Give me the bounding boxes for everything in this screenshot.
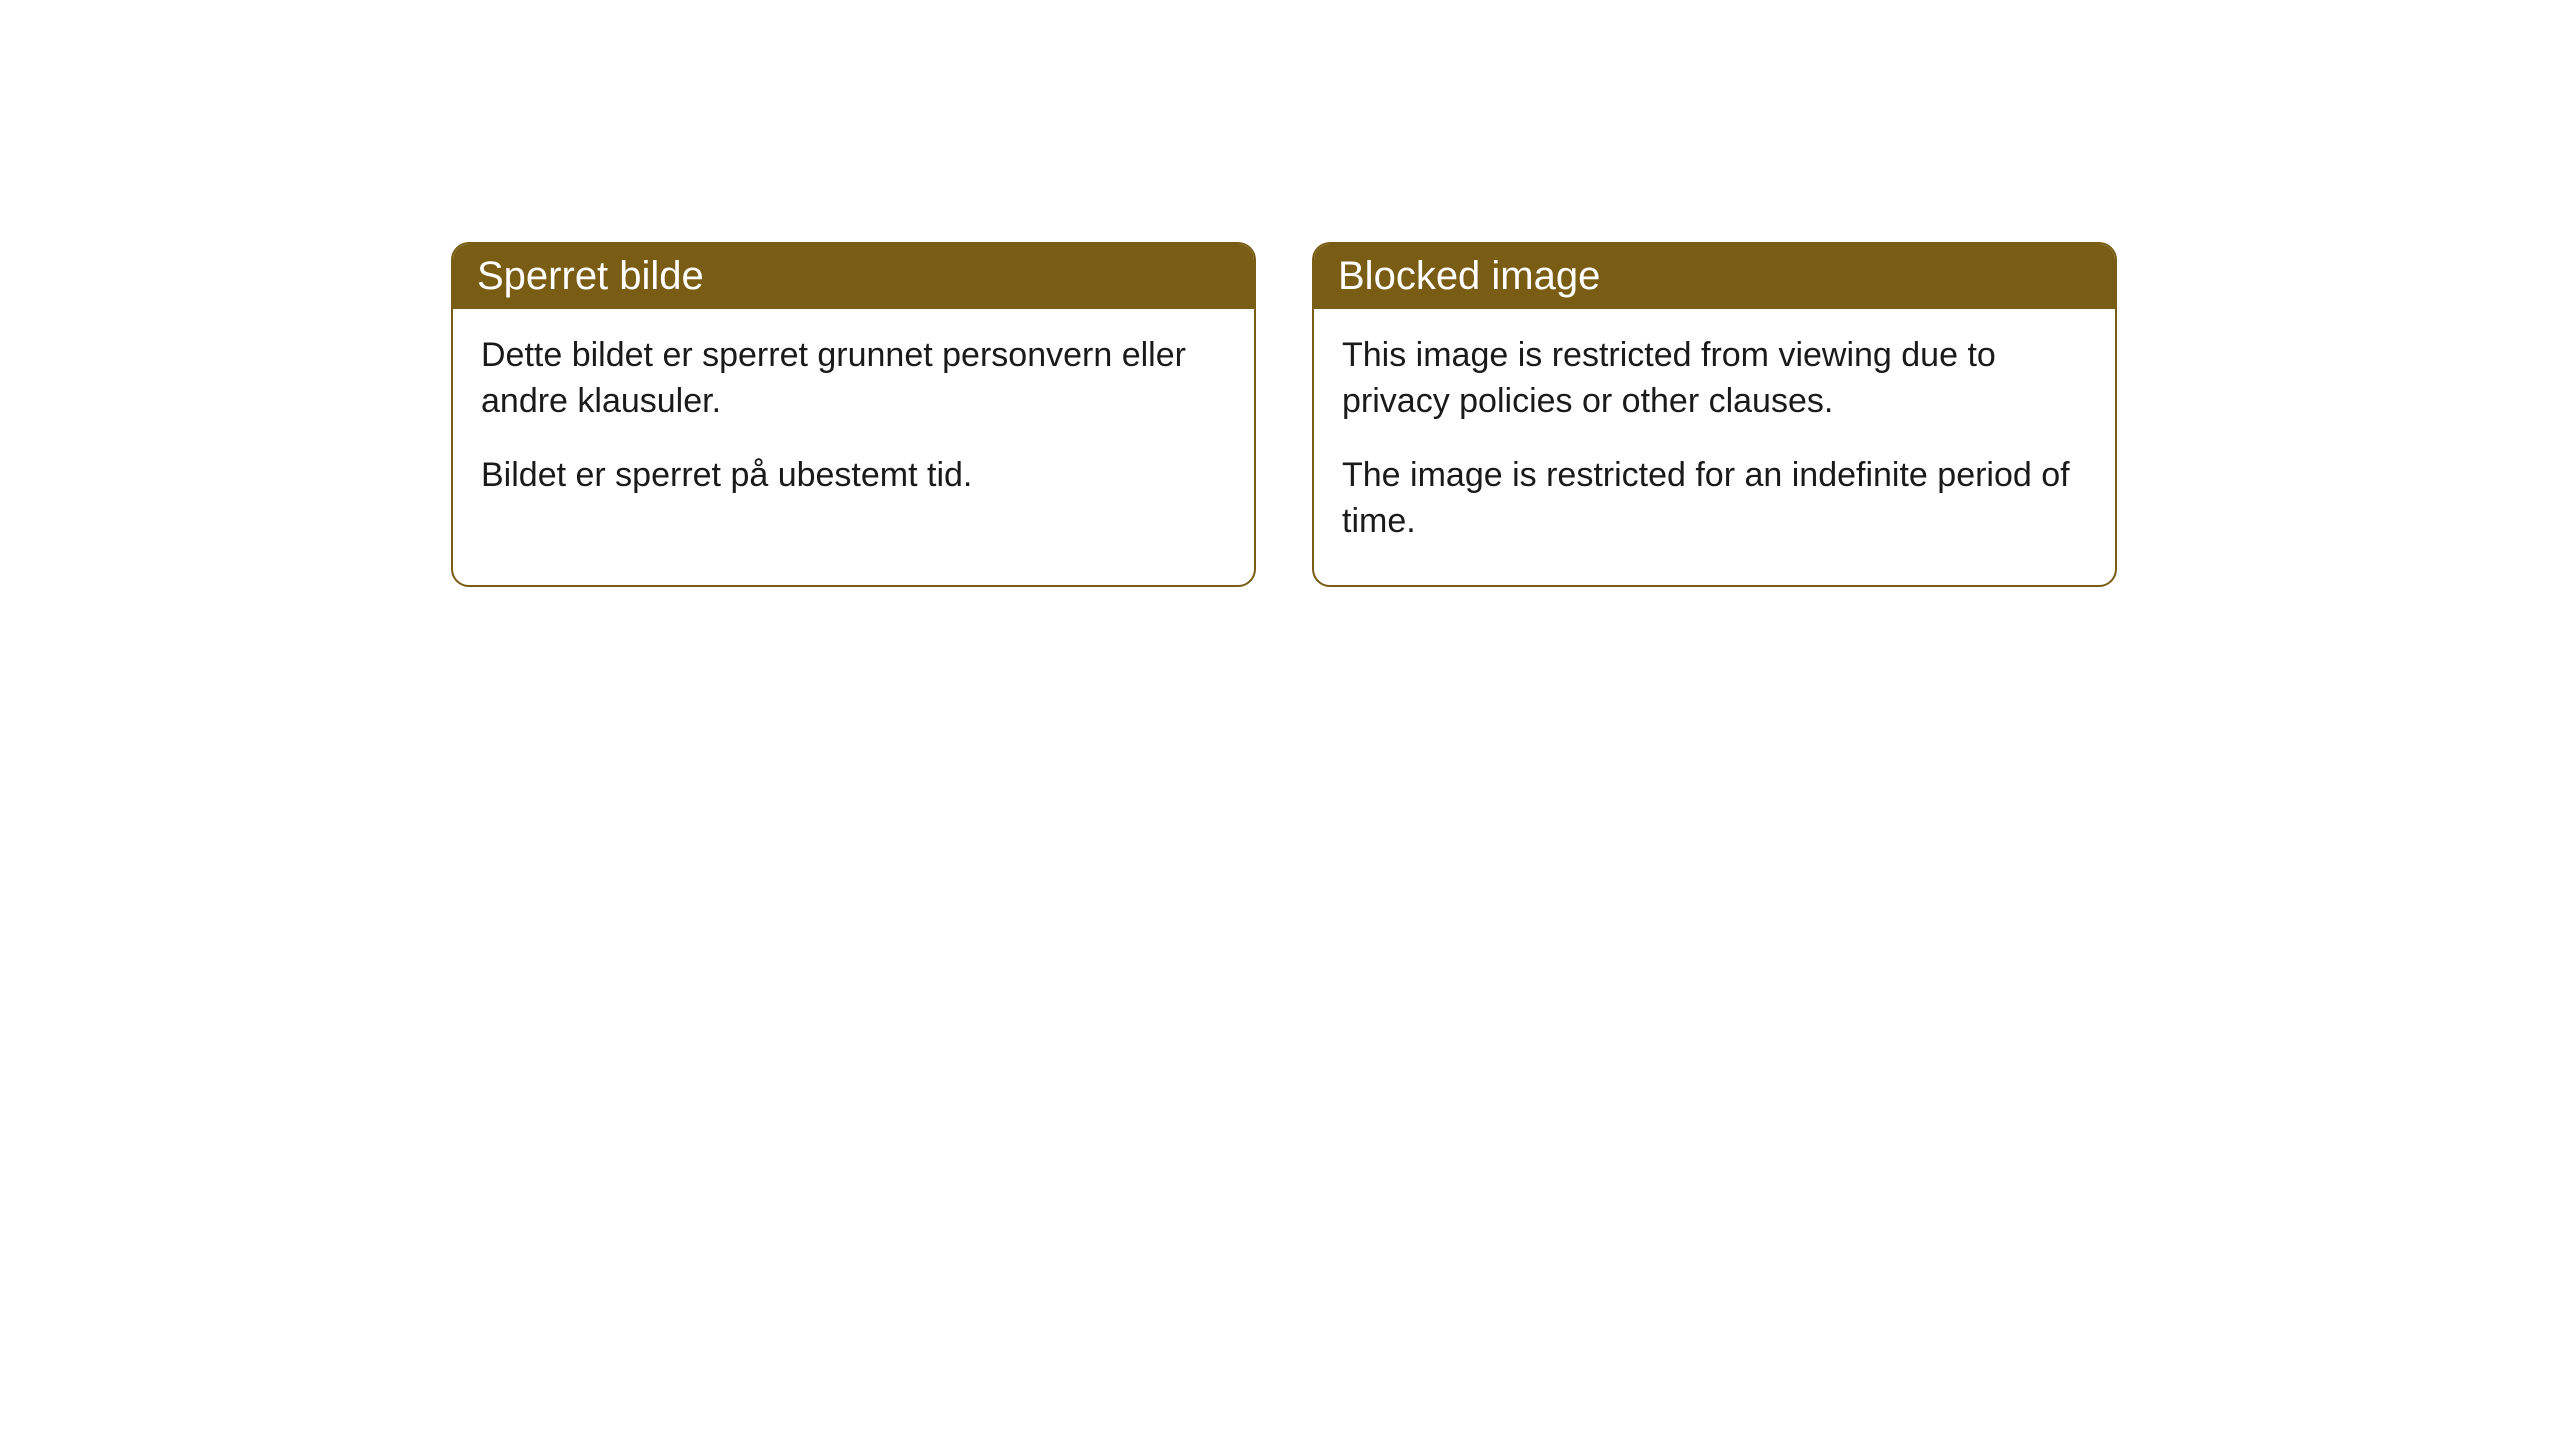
card-body-norwegian: Dette bildet er sperret grunnet personve… (453, 309, 1254, 539)
card-title: Sperret bilde (477, 254, 704, 298)
card-title: Blocked image (1338, 254, 1600, 298)
card-paragraph-1: Dette bildet er sperret grunnet personve… (481, 333, 1226, 425)
card-paragraph-2: Bildet er sperret på ubestemt tid. (481, 453, 1226, 499)
card-header-english: Blocked image (1314, 244, 2115, 309)
card-paragraph-1: This image is restricted from viewing du… (1342, 333, 2087, 425)
card-paragraph-2: The image is restricted for an indefinit… (1342, 453, 2087, 545)
card-body-english: This image is restricted from viewing du… (1314, 309, 2115, 585)
cards-container: Sperret bilde Dette bildet er sperret gr… (451, 242, 2117, 587)
card-norwegian: Sperret bilde Dette bildet er sperret gr… (451, 242, 1256, 587)
card-header-norwegian: Sperret bilde (453, 244, 1254, 309)
card-english: Blocked image This image is restricted f… (1312, 242, 2117, 587)
